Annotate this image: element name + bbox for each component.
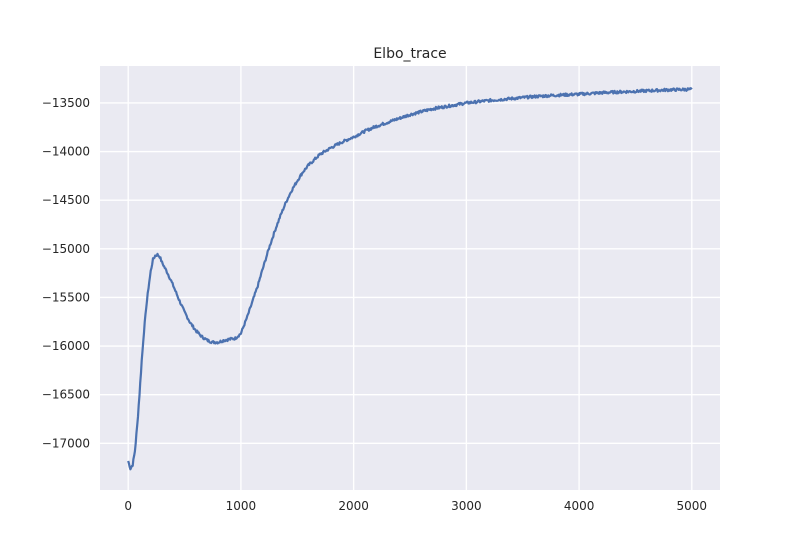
plot-background: [100, 66, 720, 490]
y-tick-label: −15000: [42, 242, 90, 256]
x-tick-label: 4000: [564, 499, 595, 513]
series-line: [127, 87, 693, 471]
y-tick-label: −14000: [42, 145, 90, 159]
x-axis-ticks: 0 1000 2000 3000 4000 5000: [124, 499, 707, 513]
x-tick-label: 1000: [226, 499, 257, 513]
y-tick-label: −17000: [42, 436, 90, 450]
x-tick-label: 2000: [338, 499, 369, 513]
y-tick-label: −14500: [42, 193, 90, 207]
y-axis-ticks: −17000 −16500 −16000 −15500 −15000 −14500 −140…: [42, 96, 90, 450]
y-tick-label: −16000: [42, 339, 90, 353]
y-tick-label: −15500: [42, 290, 90, 304]
chart-title: Elbo_trace: [373, 46, 446, 62]
x-tick-label: 0: [124, 499, 132, 513]
x-tick-label: 5000: [677, 499, 708, 513]
x-tick-label: 3000: [451, 499, 482, 513]
y-tick-label: −16500: [42, 388, 90, 402]
series-group: [127, 87, 693, 471]
grid-lines: [100, 66, 720, 490]
y-tick-label: −13500: [42, 96, 90, 110]
